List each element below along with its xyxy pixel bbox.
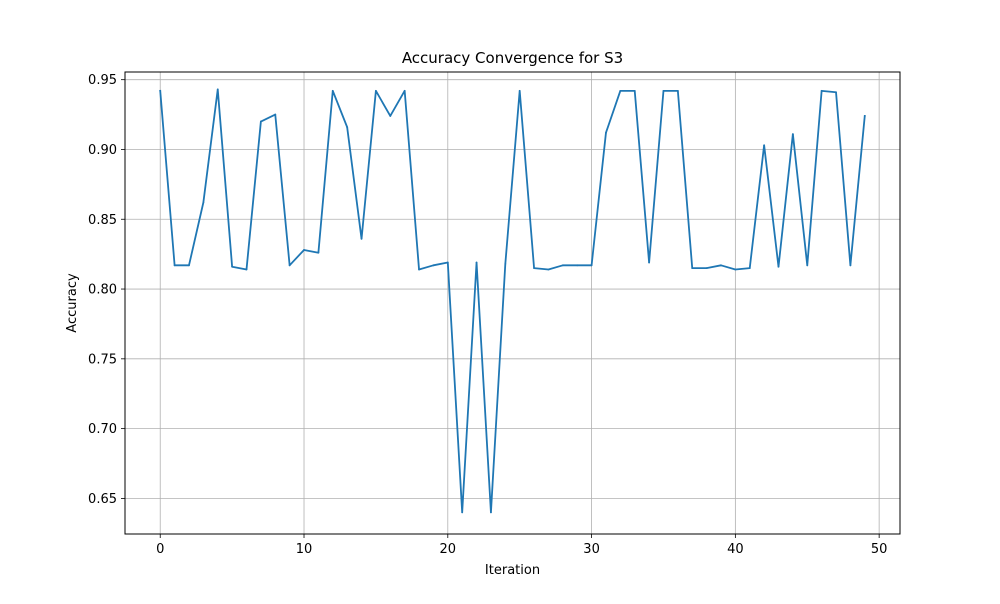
data-point: [504, 263, 507, 265]
data-point: [461, 511, 464, 514]
plot-frame: [124, 71, 901, 535]
y-tick-label: 0.85: [88, 213, 117, 228]
data-point: [806, 264, 809, 267]
data-point: [533, 267, 535, 270]
y-axis-label: Accuracy: [65, 273, 80, 333]
data-point: [188, 264, 190, 267]
series-line: [159, 88, 866, 514]
x-tick-label: 20: [440, 542, 457, 557]
data-point: [720, 264, 722, 267]
data-point: [820, 89, 823, 92]
data-point: [648, 261, 650, 264]
data-point: [691, 267, 694, 270]
data-point: [676, 89, 679, 92]
x-tick-label: 0: [156, 542, 164, 557]
data-point: [360, 237, 363, 240]
data-point: [791, 133, 794, 136]
y-tick-label: 0.95: [88, 73, 117, 88]
data-point: [303, 249, 305, 251]
x-tick-label: 10: [296, 542, 313, 557]
data-point: [216, 88, 219, 91]
data-point: [576, 264, 579, 267]
data-point: [173, 264, 176, 267]
y-tick-label: 0.80: [88, 283, 117, 298]
x-tick-label: 40: [727, 542, 744, 557]
y-tick-label: 0.90: [88, 143, 117, 158]
data-point: [317, 251, 320, 254]
ticks: 0 10 20 30 40 50 0.65 0.70 0.75 0.80 0.85 0.90 0.95: [88, 73, 887, 557]
data-point: [705, 267, 708, 270]
data-point: [288, 264, 291, 267]
data-point: [202, 201, 205, 204]
data-point: [245, 268, 248, 271]
x-tick-label: 30: [583, 542, 600, 557]
data-point: [662, 89, 665, 92]
data-point: [446, 261, 449, 264]
data-point: [418, 268, 420, 271]
data-point: [633, 89, 636, 92]
data-point: [475, 261, 478, 264]
data-point: [432, 264, 435, 267]
x-axis-label: Iteration: [485, 563, 540, 578]
chart-title: Accuracy Convergence for S3: [402, 49, 623, 67]
series-layer: [159, 88, 866, 514]
data-point: [561, 264, 564, 267]
data-point: [346, 126, 349, 129]
data-point: [490, 511, 492, 514]
data-point: [734, 268, 737, 271]
data-point: [547, 268, 550, 271]
data-point: [274, 113, 277, 116]
data-point: [159, 89, 162, 92]
data-point: [605, 131, 607, 134]
x-tick-label: 50: [871, 542, 888, 557]
data-point: [863, 115, 866, 117]
y-tick-label: 0.75: [88, 352, 117, 367]
grid: [125, 72, 900, 534]
data-point: [849, 264, 852, 267]
y-tick-label: 0.65: [88, 492, 117, 507]
data-point: [403, 89, 406, 92]
data-point: [389, 115, 392, 117]
data-point: [259, 120, 262, 123]
y-tick-label: 0.70: [88, 422, 117, 437]
data-point: [763, 144, 766, 147]
data-point: [518, 89, 521, 92]
data-point: [331, 89, 334, 92]
data-point: [835, 91, 837, 94]
data-point: [231, 265, 234, 268]
data-point: [777, 265, 780, 268]
data-point: [748, 267, 751, 270]
data-point: [375, 89, 377, 92]
data-point: [619, 89, 622, 92]
data-point: [590, 264, 593, 267]
